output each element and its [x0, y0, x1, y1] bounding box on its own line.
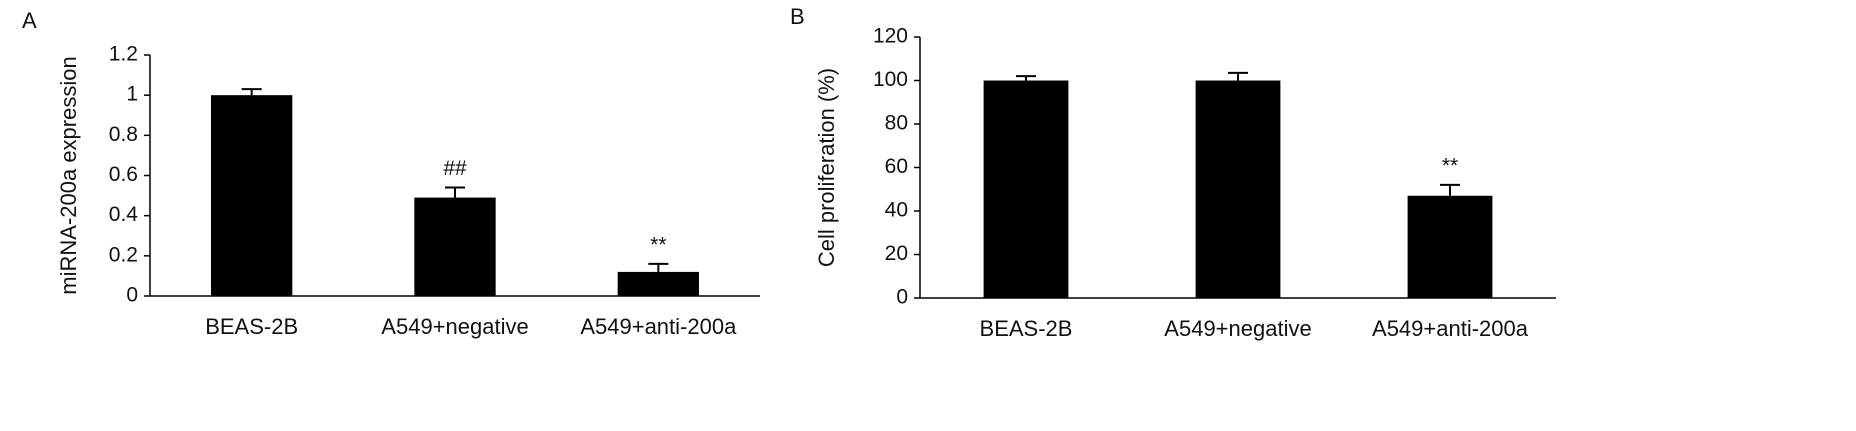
- y-tick-label: 20: [885, 242, 908, 265]
- y-tick-label: 0.4: [109, 203, 139, 226]
- x-tick-label: A549+negative: [1164, 316, 1311, 341]
- significance-label: **: [650, 233, 666, 256]
- y-tick-label: 0: [126, 284, 138, 307]
- y-tick-label: 0: [896, 286, 908, 309]
- y-tick-label: 80: [885, 112, 908, 135]
- y-tick-label: 100: [873, 68, 908, 91]
- x-tick-label: A549+negative: [381, 314, 528, 339]
- bar: [1407, 195, 1493, 298]
- bar: [211, 95, 293, 297]
- x-tick-label: BEAS-2B: [980, 316, 1073, 341]
- panel-label: B: [790, 4, 805, 29]
- x-tick-label: A549+anti-200a: [1372, 316, 1529, 341]
- y-tick-label: 1: [126, 83, 138, 106]
- significance-label: ##: [443, 157, 467, 180]
- panel-label: A: [22, 8, 37, 33]
- y-tick-label: 0.2: [109, 243, 138, 266]
- y-tick-label: 0.6: [109, 163, 138, 186]
- y-tick-label: 1.2: [109, 43, 138, 66]
- y-tick-label: 0.8: [109, 123, 138, 146]
- bar: [617, 271, 699, 296]
- bar: [414, 197, 496, 296]
- significance-label: **: [1442, 154, 1458, 177]
- bar: [983, 80, 1069, 298]
- x-tick-label: BEAS-2B: [205, 314, 298, 339]
- y-tick-label: 60: [885, 155, 908, 178]
- y-tick-label: 120: [873, 25, 908, 48]
- y-axis-label: Cell proliferation (%): [814, 68, 839, 267]
- y-axis-label: miRNA-200a expression: [56, 56, 81, 294]
- x-tick-label: A549+anti-200a: [580, 314, 737, 339]
- bar: [1195, 80, 1281, 298]
- y-tick-label: 40: [885, 199, 908, 222]
